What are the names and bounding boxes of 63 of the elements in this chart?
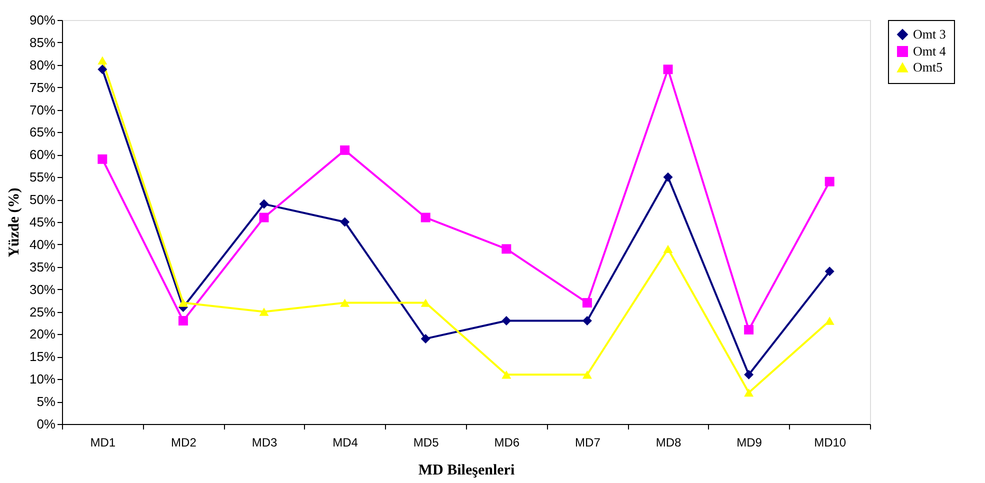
point [98, 56, 108, 65]
legend-label: Omt5 [913, 60, 943, 74]
x-tick-label: MD10 [814, 436, 846, 450]
point [824, 266, 834, 276]
x-axis-title: MD Bileşenleri [418, 462, 515, 478]
y-tick-label: 80% [29, 57, 56, 72]
point [259, 199, 269, 209]
y-tick-label: 25% [29, 304, 56, 320]
y-tick-label: 10% [29, 372, 56, 387]
point [340, 298, 350, 307]
y-tick-label: 30% [29, 282, 56, 297]
y-tick-label: 0% [36, 416, 56, 432]
point [420, 212, 430, 222]
y-tick-label: 65% [29, 124, 56, 140]
point [340, 217, 350, 227]
y-tick-label: 35% [29, 259, 56, 274]
point [582, 316, 592, 326]
y-axis-title: Yüzde (%) [6, 188, 22, 258]
y-tick-label: 90% [29, 12, 56, 28]
point [178, 298, 188, 307]
x-tick-label: MD4 [332, 436, 358, 450]
point [582, 370, 592, 379]
point [824, 316, 834, 325]
y-tick-label: 75% [29, 80, 56, 95]
point [744, 370, 754, 380]
y-tick-label: 20% [29, 326, 56, 342]
y-tick-label: 40% [29, 236, 56, 252]
point [420, 298, 430, 307]
x-tick-label: MD9 [736, 436, 762, 450]
x-tick-label: MD2 [171, 436, 197, 450]
x-tick-label: MD6 [494, 436, 520, 450]
point [98, 64, 108, 74]
x-tick-label: MD8 [656, 436, 682, 450]
y-tick-label: 45% [29, 214, 56, 230]
point [663, 172, 673, 182]
point [582, 298, 592, 308]
point [259, 308, 269, 316]
y-tick-label: 15% [29, 349, 56, 364]
x-tick-label: MD1 [90, 436, 116, 450]
point [663, 64, 673, 74]
point [420, 334, 430, 344]
y-tick-label: 85% [29, 34, 56, 50]
point [259, 212, 269, 222]
legend-label: Omt 3 [913, 26, 946, 42]
point [744, 324, 754, 334]
point [744, 388, 754, 397]
x-tick-label: MD7 [575, 436, 601, 450]
point [502, 370, 512, 379]
point [663, 244, 673, 254]
point [98, 154, 108, 164]
point [340, 145, 350, 155]
y-tick-label: 70% [29, 102, 56, 118]
point [824, 176, 834, 186]
y-tick-label: 60% [29, 147, 56, 162]
x-tick-label: MD3 [252, 436, 278, 450]
legend-label: Omt 4 [913, 44, 946, 58]
point [178, 316, 188, 326]
y-tick-label: 50% [29, 192, 56, 208]
x-tick-label: MD5 [413, 436, 440, 450]
y-tick-label: 55% [29, 170, 56, 185]
point [502, 316, 512, 326]
y-tick-label: 5% [36, 394, 56, 410]
point [502, 244, 512, 254]
